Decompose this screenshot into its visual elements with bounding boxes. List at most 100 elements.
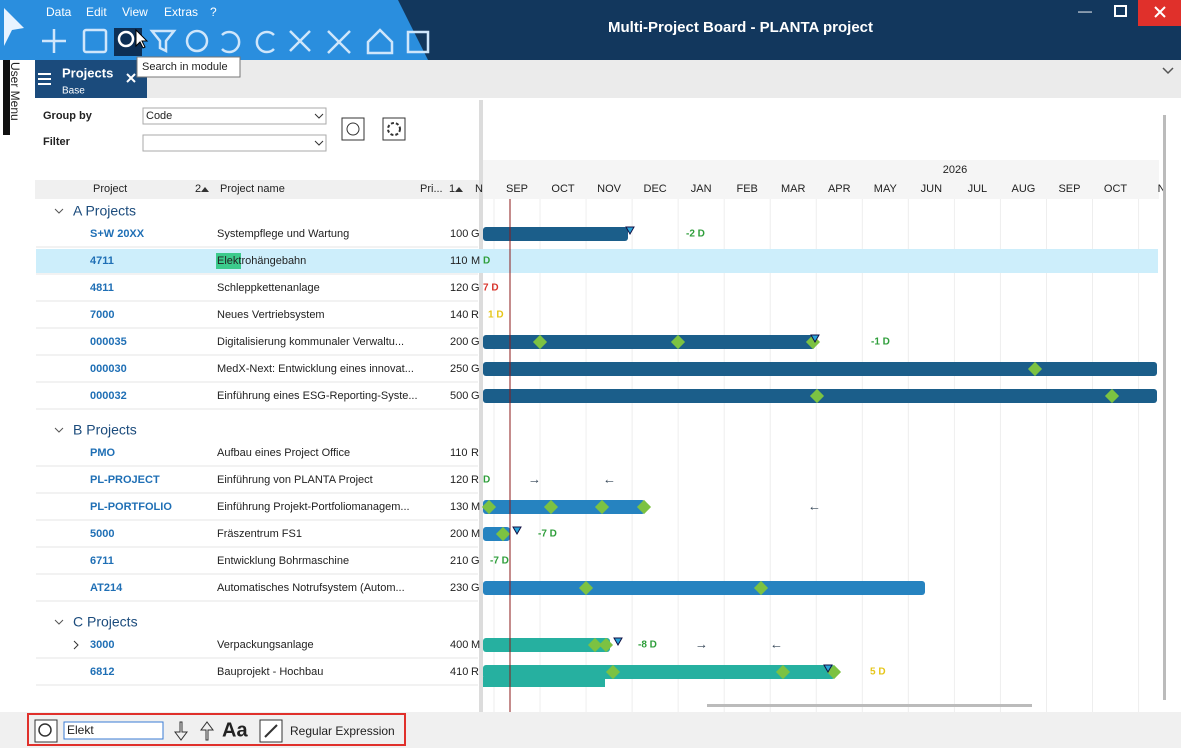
v-scrollbar[interactable] — [1163, 115, 1166, 700]
priority: 500 — [450, 390, 468, 402]
n-col: R — [471, 666, 479, 678]
project-name: Schleppkettenanlage — [217, 282, 320, 294]
menu-item[interactable]: Extras — [164, 5, 198, 19]
minimize[interactable]: — — [1078, 3, 1092, 19]
gantt-bar — [483, 500, 645, 514]
delay-label: 7 D — [483, 283, 499, 294]
priority: 130 — [450, 501, 468, 513]
h-scrollbar[interactable] — [707, 704, 1032, 707]
priority: 410 — [450, 666, 468, 678]
project-name: Einführung von PLANTA Project — [217, 474, 373, 486]
column-header[interactable]: Pri... — [420, 183, 443, 195]
delay-label: 1 D — [488, 310, 504, 321]
match-case[interactable]: Aa — [222, 719, 248, 741]
n-col: R — [471, 309, 479, 321]
arrow-icon: ← — [808, 498, 821, 513]
gantt-bar — [483, 227, 628, 241]
delay-label: -7 D — [538, 529, 557, 540]
arrow-icon: ← — [770, 636, 783, 651]
project-name: Systempflege und Wartung — [217, 228, 349, 240]
n-col: G — [471, 555, 480, 567]
project-name: Einführung Projekt-Portfoliomanagem... — [217, 501, 410, 513]
user-menu[interactable]: User Menu — [8, 62, 22, 121]
project-code[interactable]: 4811 — [90, 282, 114, 294]
month-label: SEP — [506, 183, 528, 195]
project-code[interactable]: 6711 — [90, 555, 114, 567]
n-col: G — [471, 282, 480, 294]
project-code[interactable]: 000030 — [90, 363, 127, 375]
project-code[interactable]: 6812 — [90, 666, 114, 678]
n-col: G — [471, 336, 480, 348]
project-code[interactable]: 5000 — [90, 528, 114, 540]
month-label: JUN — [921, 183, 942, 195]
gantt-bar — [483, 335, 815, 349]
priority: 140 — [450, 309, 468, 321]
project-name: MedX-Next: Entwicklung eines innovat... — [217, 363, 414, 375]
menu-item[interactable]: ? — [210, 5, 217, 19]
arrow-icon: ← — [603, 471, 616, 486]
n-col: M — [471, 639, 480, 651]
project-code[interactable]: S+W 20XX — [90, 228, 145, 240]
selected-row — [36, 249, 1158, 273]
project-code[interactable]: 3000 — [90, 639, 114, 651]
menu-item[interactable]: View — [122, 5, 148, 19]
n-col: G — [471, 582, 480, 594]
group-name: A Projects — [73, 203, 136, 219]
group-name: B Projects — [73, 422, 137, 438]
year-label: 2026 — [943, 164, 967, 176]
column-header[interactable]: 2 — [195, 183, 201, 195]
priority: 400 — [450, 639, 468, 651]
n-col: R — [471, 447, 479, 459]
filter-label: Filter — [43, 136, 71, 148]
priority: 200 — [450, 528, 468, 540]
project-code[interactable]: PL-PORTFOLIO — [90, 501, 172, 513]
project-code[interactable]: 000035 — [90, 336, 127, 348]
priority: 210 — [450, 555, 468, 567]
priority: 250 — [450, 363, 468, 375]
month-label: APR — [828, 183, 851, 195]
priority: 110 — [450, 255, 468, 267]
column-header[interactable]: N — [475, 183, 483, 195]
project-code[interactable]: AT214 — [90, 582, 123, 594]
project-code[interactable]: 4711 — [90, 255, 114, 267]
column-header[interactable]: Project name — [220, 183, 285, 195]
month-label: DEC — [644, 183, 667, 195]
priority: 120 — [450, 474, 468, 486]
gantt-bar — [483, 362, 1157, 376]
priority: 110 — [450, 447, 468, 459]
delay-label: -7 D — [490, 556, 509, 567]
search-icon-box[interactable] — [35, 720, 57, 742]
gantt-bar — [483, 677, 605, 687]
delay-label: -8 D — [638, 640, 657, 651]
month-label: OCT — [551, 183, 575, 195]
menu-item[interactable]: Data — [46, 5, 72, 19]
month-label: NOV — [597, 183, 622, 195]
delay-label: D — [483, 256, 490, 267]
project-code[interactable]: 000032 — [90, 390, 127, 402]
filter-select[interactable] — [143, 135, 326, 151]
refresh-button[interactable] — [342, 118, 364, 140]
settings-button[interactable] — [383, 118, 405, 140]
month-label: OCT — [1104, 183, 1128, 195]
project-name: Verpackungsanlage — [217, 639, 314, 651]
n-col: G — [471, 228, 480, 240]
tab-title: Projects — [62, 65, 113, 80]
project-name: Bauprojekt - Hochbau — [217, 666, 323, 678]
project-name: Fräszentrum FS1 — [217, 528, 302, 540]
priority: 230 — [450, 582, 468, 594]
project-code[interactable]: 7000 — [90, 309, 114, 321]
project-code[interactable]: PMO — [90, 447, 116, 459]
month-label: JUL — [968, 183, 988, 195]
sidebar — [0, 60, 35, 715]
delay-label: -1 D — [871, 337, 890, 348]
project-name: Automatisches Notrufsystem (Autom... — [217, 582, 405, 594]
gantt-bar — [483, 581, 925, 595]
column-header[interactable]: 1 — [449, 183, 455, 195]
n-col: G — [471, 363, 480, 375]
project-code[interactable]: PL-PROJECT — [90, 474, 160, 486]
month-label: AUG — [1012, 183, 1036, 195]
delay-label: -2 D — [686, 229, 705, 240]
menu-item[interactable]: Edit — [86, 5, 107, 19]
column-header[interactable]: Project — [93, 183, 127, 195]
